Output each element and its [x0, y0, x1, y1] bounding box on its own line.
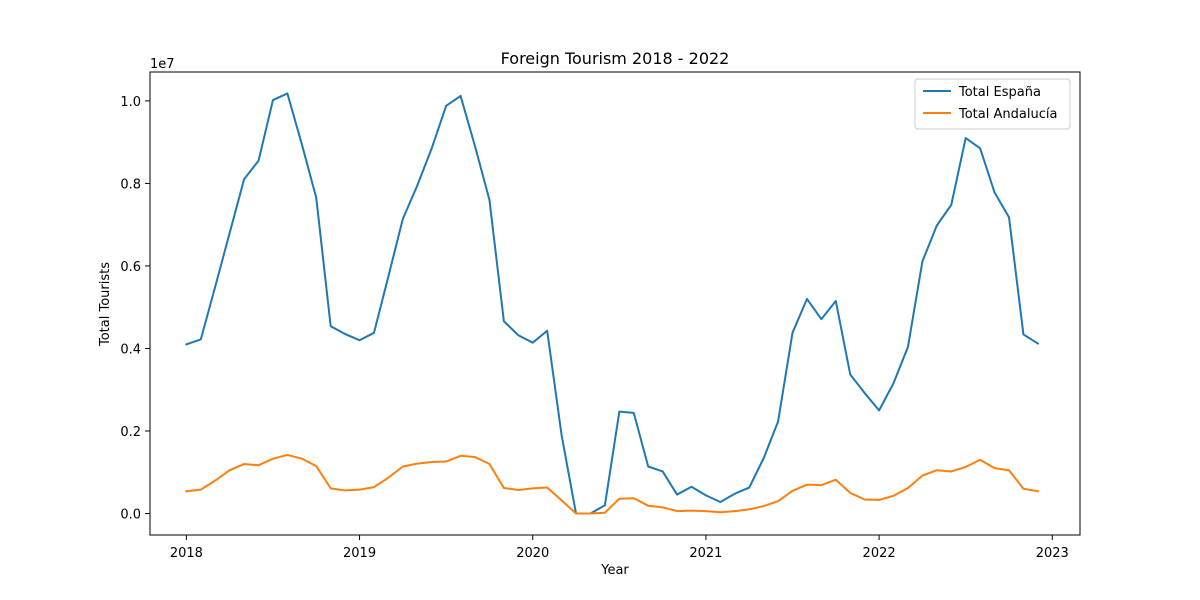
y-tick-label: 1.0: [120, 95, 141, 110]
plot-area: 2018 2019 2020 2021 2022 2023 0.0 0.2 0.4 0.6 0.8 1…: [120, 71, 1081, 561]
y-tick-label: 0.0: [120, 508, 141, 523]
y-tick-label: 0.8: [120, 177, 141, 192]
legend-label-0: Total España: [958, 85, 1041, 100]
series-line-0: [185, 92, 1040, 515]
chart-title: Foreign Tourism 2018 - 2022: [501, 49, 730, 68]
legend: Total España Total Andalucía: [914, 78, 1071, 130]
x-tick-label: 2019: [343, 546, 376, 561]
x-tick-label: 2021: [689, 546, 722, 561]
legend-box: [914, 78, 1071, 130]
x-tick-label: 2023: [1036, 546, 1069, 561]
y-offset-label: 1e7: [150, 57, 175, 72]
x-tick-label: 2020: [516, 546, 549, 561]
series-line-1: [185, 453, 1040, 515]
x-tick-label: 2018: [170, 546, 203, 561]
plot-frame: [149, 71, 1081, 536]
y-axis-label: Total Tourists: [98, 262, 113, 347]
x-axis-label: Year: [600, 563, 629, 578]
legend-label-1: Total Andalucía: [958, 107, 1057, 122]
y-tick-label: 0.4: [120, 342, 141, 357]
x-tick-label: 2022: [863, 546, 896, 561]
y-tick-label: 0.2: [120, 425, 141, 440]
y-tick-label: 0.6: [120, 260, 141, 275]
